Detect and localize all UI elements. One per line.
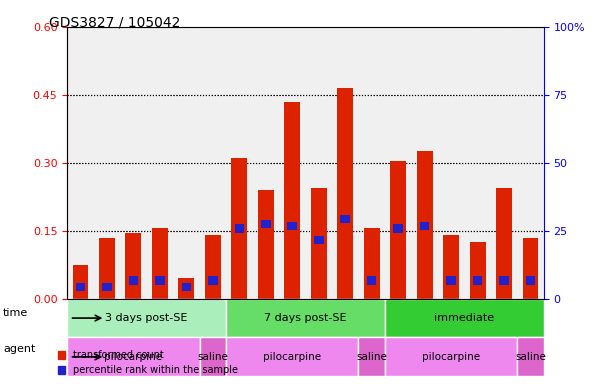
Bar (311, 188, 327, 299)
Bar (235, 224, 244, 233)
Text: immediate: immediate (434, 313, 494, 323)
Bar (364, 228, 379, 299)
Bar (288, 222, 297, 230)
Bar (99, 238, 115, 299)
Bar (125, 233, 141, 299)
Bar (129, 276, 138, 285)
Bar (181, 283, 191, 291)
Bar (447, 276, 456, 285)
Bar (314, 236, 323, 244)
Text: 7 days post-SE: 7 days post-SE (264, 313, 347, 323)
FancyBboxPatch shape (518, 338, 544, 376)
Bar (337, 88, 353, 299)
Bar (76, 283, 85, 291)
Bar (258, 190, 274, 299)
FancyBboxPatch shape (385, 299, 544, 338)
Bar (393, 224, 403, 233)
FancyBboxPatch shape (226, 338, 359, 376)
Bar (73, 265, 89, 299)
Text: saline: saline (197, 352, 229, 362)
Bar (499, 276, 509, 285)
Bar (473, 276, 482, 285)
FancyBboxPatch shape (67, 338, 200, 376)
FancyBboxPatch shape (359, 338, 385, 376)
Bar (340, 215, 350, 223)
Bar (470, 242, 486, 299)
Bar (178, 278, 194, 299)
Text: pilocarpine: pilocarpine (104, 352, 163, 362)
Text: pilocarpine: pilocarpine (263, 352, 321, 362)
Bar (390, 161, 406, 299)
Bar (261, 220, 271, 228)
Text: saline: saline (356, 352, 387, 362)
FancyBboxPatch shape (226, 299, 385, 338)
Bar (367, 276, 376, 285)
Bar (284, 102, 300, 299)
Bar (232, 158, 247, 299)
Legend: transformed count, percentile rank within the sample: transformed count, percentile rank withi… (54, 346, 242, 379)
FancyBboxPatch shape (67, 299, 226, 338)
Bar (417, 151, 433, 299)
Text: 3 days post-SE: 3 days post-SE (106, 313, 188, 323)
Text: saline: saline (515, 352, 546, 362)
Bar (443, 235, 459, 299)
Text: GDS3827 / 105042: GDS3827 / 105042 (49, 15, 180, 29)
Text: pilocarpine: pilocarpine (422, 352, 480, 362)
Bar (155, 276, 164, 285)
FancyBboxPatch shape (385, 338, 518, 376)
Bar (420, 222, 430, 230)
Text: time: time (3, 308, 28, 318)
Bar (102, 283, 112, 291)
Bar (522, 238, 538, 299)
FancyBboxPatch shape (200, 338, 226, 376)
Bar (205, 235, 221, 299)
Text: agent: agent (3, 344, 35, 354)
Bar (208, 276, 218, 285)
Bar (526, 276, 535, 285)
Bar (496, 188, 512, 299)
Bar (152, 228, 168, 299)
